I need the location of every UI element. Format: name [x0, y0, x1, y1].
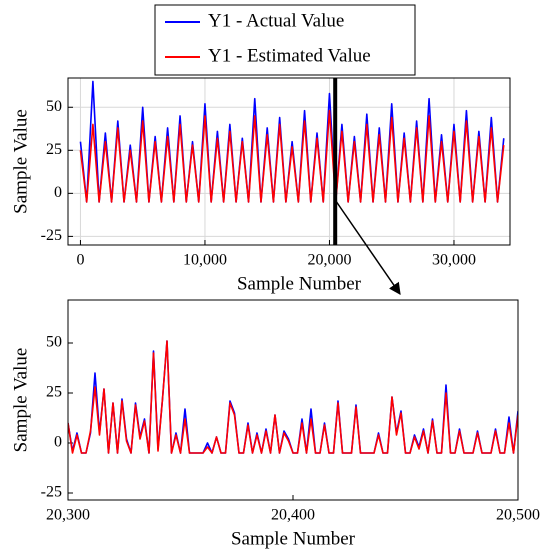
y-tick-label: 50	[46, 334, 62, 351]
x-tick-label: 30,000	[432, 252, 476, 269]
y-axis-label: Sample Value	[10, 109, 31, 214]
legend-label: Y1 - Estimated Value	[208, 45, 371, 66]
x-tick-label: 10,000	[183, 252, 227, 269]
y-tick-label: 25	[46, 384, 62, 401]
x-tick-label: 20,300	[46, 507, 90, 524]
zoom-region	[333, 78, 338, 245]
x-axis-label: Sample Number	[231, 528, 356, 549]
y-tick-label: -25	[41, 484, 62, 501]
plot-frame	[67, 77, 511, 246]
x-tick-label: 20,400	[271, 507, 315, 524]
series-line	[68, 340, 518, 454]
y-tick-label: 50	[46, 98, 62, 115]
zoom-arrow	[334, 199, 401, 295]
y-tick-label: 25	[46, 141, 62, 158]
x-tick-label: 20,500	[496, 507, 540, 524]
y-tick-label: 0	[54, 434, 62, 451]
x-tick-label: 0	[76, 252, 84, 269]
plot-area	[68, 340, 518, 454]
plot-frame	[67, 299, 519, 501]
legend-box	[154, 4, 416, 76]
y-axis-label: Sample Value	[10, 348, 31, 453]
x-axis-label: Sample Number	[237, 273, 362, 294]
series-line	[68, 340, 518, 454]
series-line	[79, 109, 505, 203]
legend-label: Y1 - Actual Value	[208, 10, 344, 31]
plot-area	[79, 80, 505, 203]
x-tick-label: 20,000	[307, 252, 351, 269]
y-tick-label: -25	[41, 227, 62, 244]
y-tick-label: 0	[54, 184, 62, 201]
